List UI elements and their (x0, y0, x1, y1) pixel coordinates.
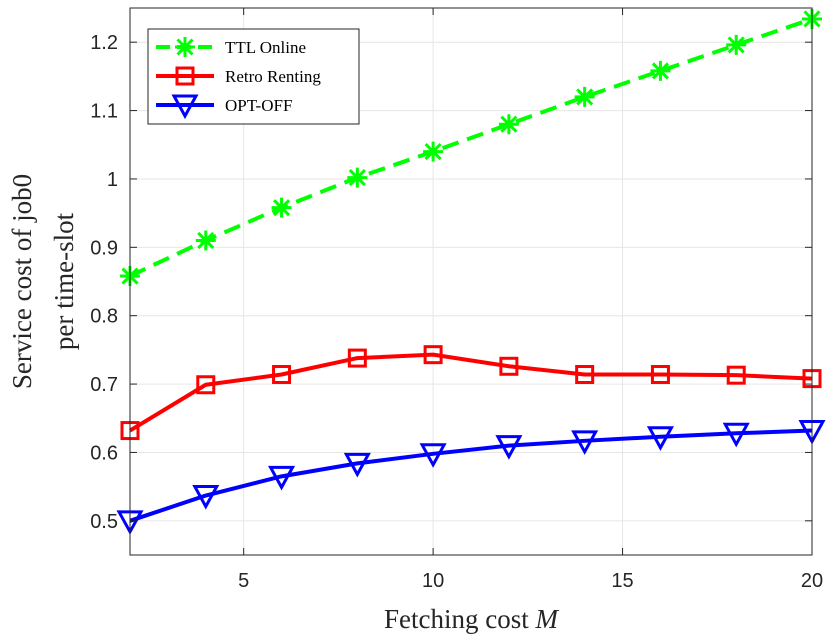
data-point-ttl-online (347, 167, 368, 188)
y-tick-label: 1 (107, 169, 118, 191)
x-tick-label: 10 (422, 570, 444, 592)
x-tick-label: 15 (611, 570, 633, 592)
data-point-retro-renting (196, 375, 216, 395)
y-tick-label: 0.7 (90, 374, 118, 396)
legend-label-retro-renting: Retro Renting (225, 67, 321, 86)
legend: TTL Online Retro Renting OPT-OFF (147, 28, 360, 125)
x-axis-label: Fetching cost M (384, 604, 559, 634)
y-tick-label: 0.6 (90, 442, 118, 464)
data-point-opt-off (419, 443, 447, 468)
series-line-ttl-online (129, 17, 813, 278)
data-point-retro-renting (272, 364, 292, 384)
x-tick-label: 20 (801, 570, 823, 592)
data-point-opt-off (495, 435, 523, 460)
y-axis-label-line2: per time-slot (49, 212, 79, 350)
legend-item-opt-off: OPT-OFF (156, 94, 292, 120)
data-point-opt-off (571, 430, 599, 455)
axis-ticks: 5 10 15 20 0.5 0.6 0.7 0.8 0.9 1 1.1 1.2 (90, 8, 823, 592)
data-point-retro-renting (575, 364, 595, 384)
legend-marker-ttl-online (175, 37, 195, 57)
series-line-opt-off (129, 428, 813, 523)
data-point-ttl-online (498, 114, 519, 135)
y-tick-label: 0.5 (90, 511, 118, 533)
data-point-retro-renting (726, 365, 746, 385)
data-point-opt-off (722, 422, 750, 448)
data-point-retro-renting (423, 345, 443, 365)
y-tick-label: 0.8 (90, 306, 118, 328)
data-point-opt-off (343, 452, 371, 478)
data-point-opt-off (192, 485, 220, 510)
data-point-ttl-online (574, 86, 595, 107)
y-tick-label: 0.9 (90, 237, 118, 259)
series-opt-off (116, 420, 826, 535)
axes-box (129, 7, 813, 556)
data-point-ttl-online (423, 141, 444, 162)
series-retro-renting (120, 345, 822, 441)
plot-series (116, 8, 826, 535)
x-tick-label: 5 (238, 570, 249, 592)
data-point-opt-off (268, 465, 296, 491)
data-point-ttl-online (195, 230, 216, 251)
legend-marker-retro-renting (175, 66, 195, 86)
series-line-retro-renting (128, 352, 813, 433)
legend-label-ttl-online: TTL Online (225, 38, 306, 57)
legend-item-ttl-online: TTL Online (156, 37, 306, 57)
legend-marker-opt-off (171, 94, 199, 120)
data-point-opt-off (646, 426, 674, 451)
data-point-ttl-online (271, 197, 292, 218)
y-tick-label: 1.2 (90, 32, 118, 54)
legend-label-opt-off: OPT-OFF (225, 96, 292, 115)
y-tick-label: 1.1 (90, 101, 118, 123)
data-point-retro-renting (499, 356, 519, 376)
data-point-retro-renting (650, 364, 670, 384)
y-axis-label-line1: Service cost of job0 (7, 174, 37, 389)
data-point-ttl-online (650, 60, 671, 81)
legend-item-retro-renting: Retro Renting (156, 66, 321, 86)
data-point-ttl-online (726, 34, 747, 55)
data-point-retro-renting (347, 348, 367, 368)
